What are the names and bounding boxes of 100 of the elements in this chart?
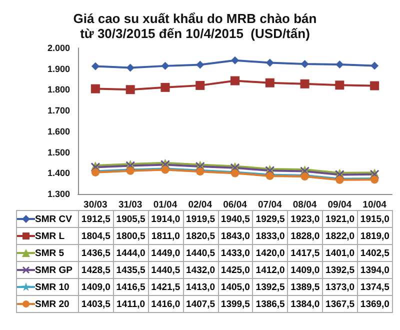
data-label: 1449,0 — [148, 244, 184, 262]
data-label: 1411,0 — [113, 296, 148, 312]
data-label: 1804,5 — [78, 228, 114, 244]
y-tick-label: 1.700 — [47, 106, 70, 116]
x-tick-label: 02/04 — [188, 200, 213, 210]
point — [90, 84, 100, 94]
x-tick-label: 01/04 — [153, 200, 178, 210]
x-tick-label: 31/03 — [118, 200, 142, 210]
data-label: 1374,5 — [358, 278, 392, 296]
point — [370, 81, 380, 90]
data-label: 1403,5 — [78, 296, 114, 312]
point — [370, 62, 379, 70]
data-label: 1386,5 — [252, 296, 288, 312]
data-label: 1811,0 — [148, 228, 184, 244]
data-label: 1402,5 — [358, 244, 392, 262]
x-tick-label: 06/04 — [223, 200, 248, 210]
data-label: 1394,0 — [358, 262, 392, 278]
data-label: 1384,0 — [288, 296, 323, 312]
chart-title: Giá cao su xuất khẩu do MRB chào bán từ 30/3/2015 đến 10/4/2015 (USD/tấn) — [73, 11, 317, 41]
y-tick-label: 1.300 — [47, 189, 70, 199]
y-tick-label: 1.500 — [47, 147, 70, 158]
data-label: 1921,0 — [322, 210, 358, 228]
data-label: 1401,0 — [322, 244, 358, 262]
point — [265, 78, 274, 88]
legend-label: SMR 10 — [35, 282, 70, 292]
data-label: 1428,5 — [78, 262, 114, 278]
point — [335, 80, 344, 90]
data-label: 1373,0 — [322, 278, 358, 296]
data-label: 1905,5 — [113, 210, 148, 228]
data-label: 1407,5 — [183, 296, 218, 312]
data-label: 1392,5 — [322, 262, 358, 278]
point — [334, 170, 344, 180]
data-label: 1819,0 — [358, 228, 392, 244]
legend-label: SMR 20 — [35, 298, 70, 310]
data-label: 1435,5 — [113, 262, 148, 278]
data-label: 1417,5 — [288, 244, 323, 262]
data-label: 1421,5 — [148, 278, 184, 296]
data-label: 1367,5 — [322, 296, 358, 312]
point — [126, 160, 136, 170]
data-label: 1820,5 — [183, 228, 218, 244]
y-tick-label: 2.000 — [47, 43, 70, 53]
x-tick-label: 08/04 — [292, 200, 318, 210]
data-label: 1828,0 — [288, 228, 323, 244]
data-label: 1440,5 — [148, 262, 184, 278]
y-tick-label: 1.400 — [47, 168, 70, 178]
data-label: 1440,5 — [183, 244, 218, 262]
point — [230, 163, 240, 173]
point — [126, 85, 135, 94]
legend-label: SMR 5 — [35, 248, 64, 258]
data-label: 1413,0 — [183, 278, 218, 296]
legend-label: SMR CV — [35, 214, 72, 224]
point — [195, 162, 205, 172]
y-tick-label: 1.900 — [47, 64, 70, 74]
point — [266, 58, 274, 67]
data-label: 1444,0 — [113, 244, 148, 262]
point — [160, 82, 170, 92]
data-label: 1412,0 — [252, 262, 288, 278]
y-tick-label: 1.800 — [47, 84, 70, 95]
data-label: 1940,5 — [218, 210, 253, 228]
legend-label: SMR GP — [35, 264, 72, 276]
point — [300, 79, 310, 88]
x-tick-label: 10/04 — [362, 200, 388, 210]
data-label: 1929,5 — [252, 210, 288, 228]
legend-label: SMR L — [35, 230, 65, 242]
data-label: 1800,5 — [113, 228, 148, 244]
data-label: 1915,0 — [358, 210, 392, 228]
point — [160, 160, 170, 170]
point — [196, 60, 204, 69]
data-label: 1433,0 — [218, 244, 253, 262]
data-label: 1416,0 — [148, 296, 184, 312]
point — [265, 166, 275, 176]
data-label: 1923,0 — [288, 210, 323, 228]
data-label: 1912,5 — [78, 210, 114, 228]
point — [300, 166, 310, 176]
data-label: 1405,0 — [218, 278, 253, 296]
x-tick-label: 09/04 — [328, 200, 352, 210]
point — [196, 80, 205, 90]
point — [126, 64, 134, 72]
data-label: 1833,0 — [252, 228, 288, 244]
data-label: 1409,0 — [78, 278, 114, 296]
point — [230, 76, 240, 86]
x-tick-label: 07/04 — [258, 200, 282, 210]
data-label: 1409,0 — [288, 262, 323, 278]
point — [91, 62, 100, 70]
data-label: 1425,0 — [218, 262, 253, 278]
data-label: 1822,0 — [322, 228, 358, 244]
data-label: 1914,0 — [148, 210, 184, 228]
point — [300, 60, 309, 68]
data-label: 1432,0 — [183, 262, 218, 278]
data-label: 1843,0 — [218, 228, 253, 244]
point — [161, 62, 170, 70]
point — [231, 56, 239, 64]
data-label: 1399,5 — [218, 296, 253, 312]
point — [336, 60, 344, 68]
data-label: 1919,5 — [183, 210, 218, 228]
y-tick-label: 1.600 — [47, 126, 70, 136]
data-label: 1416,5 — [113, 278, 148, 296]
x-tick-label: 30/03 — [84, 200, 108, 210]
data-label: 1436,5 — [78, 244, 114, 262]
data-label: 1392,5 — [252, 278, 288, 296]
